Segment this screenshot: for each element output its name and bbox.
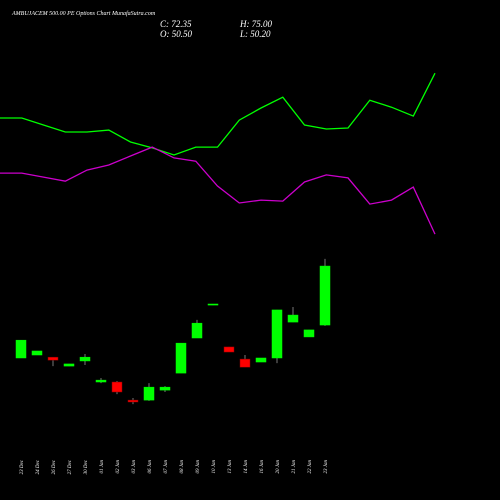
x-tick-label: 22 Jan (308, 460, 313, 474)
indicator-line (0, 146, 436, 235)
x-tick-label: 09 Jan (196, 460, 201, 474)
candle-body (127, 399, 139, 403)
x-tick-label: 07 Jan (164, 460, 169, 474)
x-tick-label: 24 Dec (36, 459, 41, 474)
x-tick-label: 01 Jan (100, 460, 105, 474)
x-tick-label: 23 Jan (324, 460, 329, 474)
high-label: H: 75.00 (239, 19, 272, 29)
open-label: O: 50.50 (160, 29, 192, 39)
x-tick-label: 16 Jan (260, 460, 265, 474)
candle-body (175, 342, 187, 374)
candle-body (111, 381, 123, 393)
x-tick-label: 08 Jan (180, 460, 185, 474)
candle-body (223, 346, 235, 353)
x-tick-label: 13 Jan (228, 460, 233, 474)
candle-body (207, 303, 219, 306)
candle-body (15, 339, 27, 359)
candle-body (159, 386, 171, 391)
candle-body (255, 357, 267, 363)
chart-title: AMBUJACEM 500.00 PE Options Chart Munafa… (11, 10, 156, 17)
x-tick-label: 26 Dec (52, 459, 57, 474)
candle-body (271, 309, 283, 359)
candle-body (191, 322, 203, 339)
candle-body (319, 265, 331, 326)
candle-body (95, 379, 107, 383)
candle-body (303, 329, 315, 338)
candle-body (63, 363, 75, 367)
x-tick-label: 06 Jan (148, 460, 153, 474)
x-tick-label: 14 Jan (244, 460, 249, 474)
x-tick-label: 21 Jan (292, 460, 297, 474)
x-tick-label: 03 Jan (132, 460, 137, 474)
x-tick-label: 27 Dec (68, 459, 73, 474)
x-tick-label: 20 Jan (276, 460, 281, 474)
close-label: C: 72.35 (160, 19, 192, 29)
candle-body (31, 350, 43, 356)
x-tick-label: 30 Dec (84, 459, 89, 474)
candle-body (143, 386, 155, 401)
indicator-line (0, 72, 436, 156)
candle-body (79, 356, 91, 362)
x-tick-label: 02 Jan (116, 460, 121, 474)
candle-body (287, 314, 299, 323)
low-label: L: 50.20 (239, 29, 271, 39)
x-tick-label: 23 Dec (20, 459, 25, 474)
candle-body (239, 358, 251, 368)
x-tick-label: 10 Jan (212, 460, 217, 474)
candle-body (47, 356, 59, 361)
